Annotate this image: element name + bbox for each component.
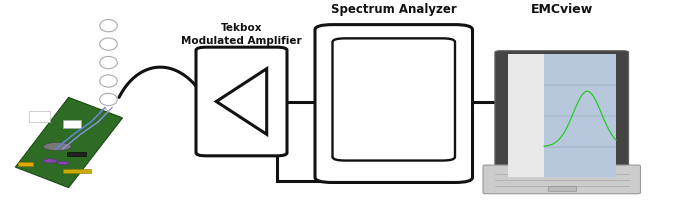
- Bar: [547, 186, 575, 191]
- Bar: [508, 55, 616, 177]
- Bar: [29, 111, 50, 122]
- FancyBboxPatch shape: [495, 51, 629, 181]
- Circle shape: [43, 159, 57, 163]
- Bar: [66, 152, 86, 156]
- Text: TG: TG: [376, 162, 387, 171]
- Bar: [545, 55, 616, 177]
- Ellipse shape: [99, 57, 118, 69]
- Text: EMCview: EMCview: [531, 3, 593, 16]
- Text: Modulated Amplifier: Modulated Amplifier: [181, 36, 302, 46]
- Bar: [63, 120, 80, 129]
- Circle shape: [57, 162, 69, 165]
- FancyBboxPatch shape: [315, 26, 472, 183]
- Bar: [18, 162, 33, 166]
- Ellipse shape: [99, 20, 118, 33]
- Polygon shape: [216, 69, 267, 135]
- Ellipse shape: [99, 39, 118, 51]
- Text: Spectrum Analyzer: Spectrum Analyzer: [331, 3, 456, 16]
- Text: Tekbox: Tekbox: [220, 23, 262, 32]
- FancyBboxPatch shape: [332, 39, 455, 161]
- Circle shape: [43, 143, 71, 151]
- Bar: [63, 169, 91, 173]
- Polygon shape: [15, 98, 122, 188]
- Ellipse shape: [99, 75, 118, 88]
- FancyBboxPatch shape: [196, 48, 287, 156]
- FancyBboxPatch shape: [483, 165, 640, 194]
- Bar: [508, 55, 545, 177]
- Text: RF IN: RF IN: [401, 162, 424, 171]
- Ellipse shape: [99, 94, 118, 106]
